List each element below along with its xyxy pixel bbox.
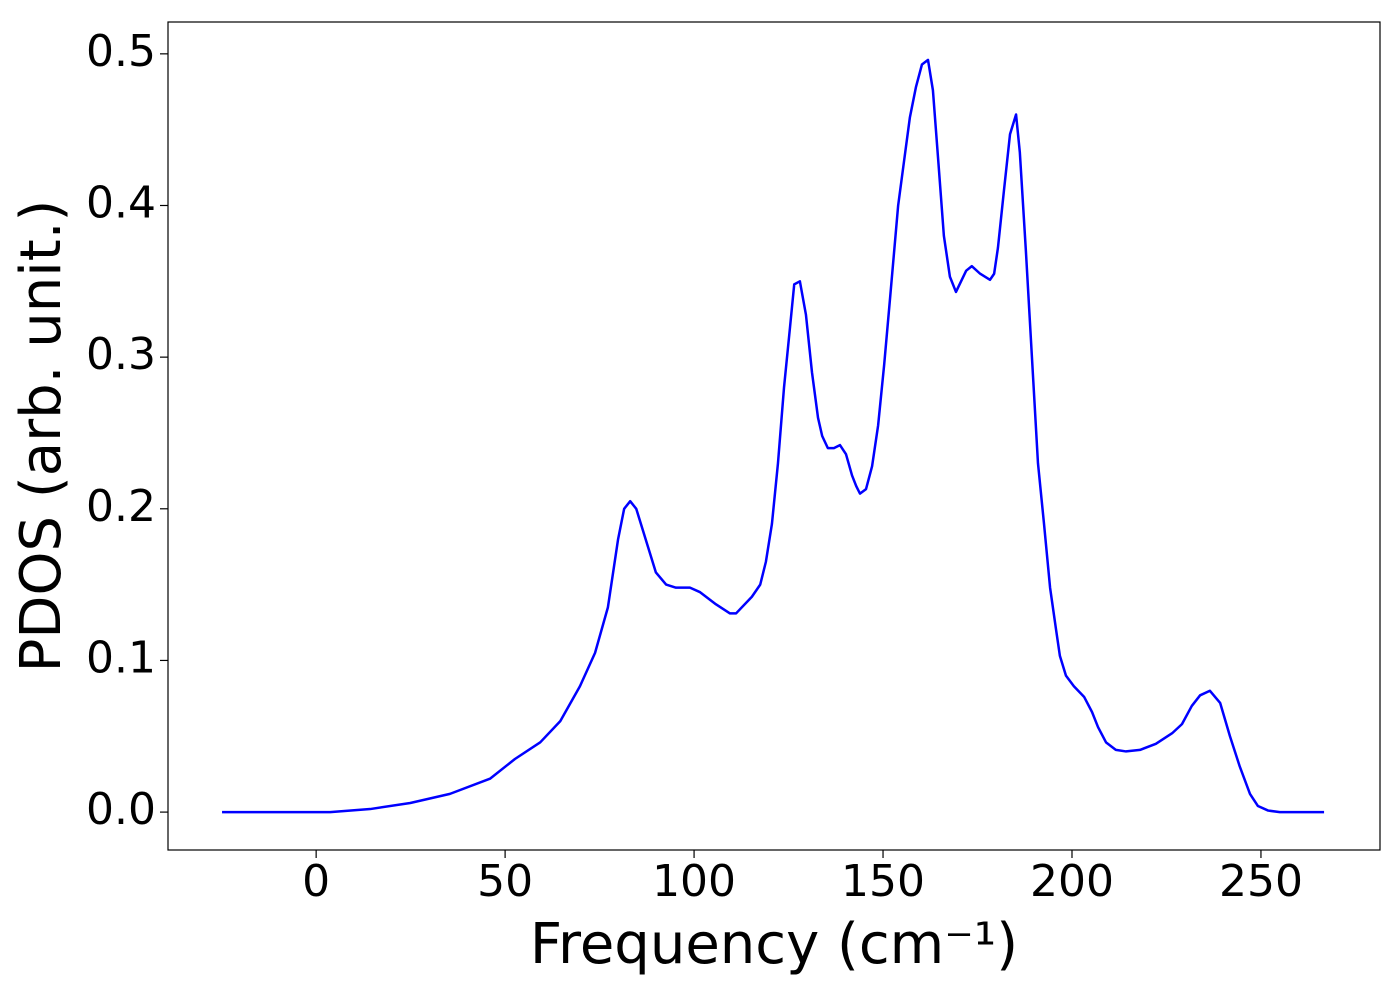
y-tick-label: 0.0 <box>86 784 156 835</box>
x-tick-label: 0 <box>302 856 330 907</box>
x-tick-label: 250 <box>1219 856 1303 907</box>
x-tick-label: 150 <box>841 856 925 907</box>
y-tick-label: 0.2 <box>86 481 156 532</box>
x-tick-label: 100 <box>652 856 736 907</box>
y-tick-label: 0.1 <box>86 632 156 683</box>
y-axis-label: PDOS (arb. unit.) <box>9 200 74 673</box>
x-tick-label: 50 <box>477 856 533 907</box>
y-tick-label: 0.4 <box>86 177 156 228</box>
x-axis-label: Frequency (cm⁻¹) <box>530 912 1018 977</box>
y-tick-label: 0.3 <box>86 329 156 380</box>
data-line <box>222 58 1325 814</box>
plot-frame <box>167 21 1381 851</box>
x-tick-label: 200 <box>1030 856 1114 907</box>
y-tick-label: 0.5 <box>86 26 156 77</box>
